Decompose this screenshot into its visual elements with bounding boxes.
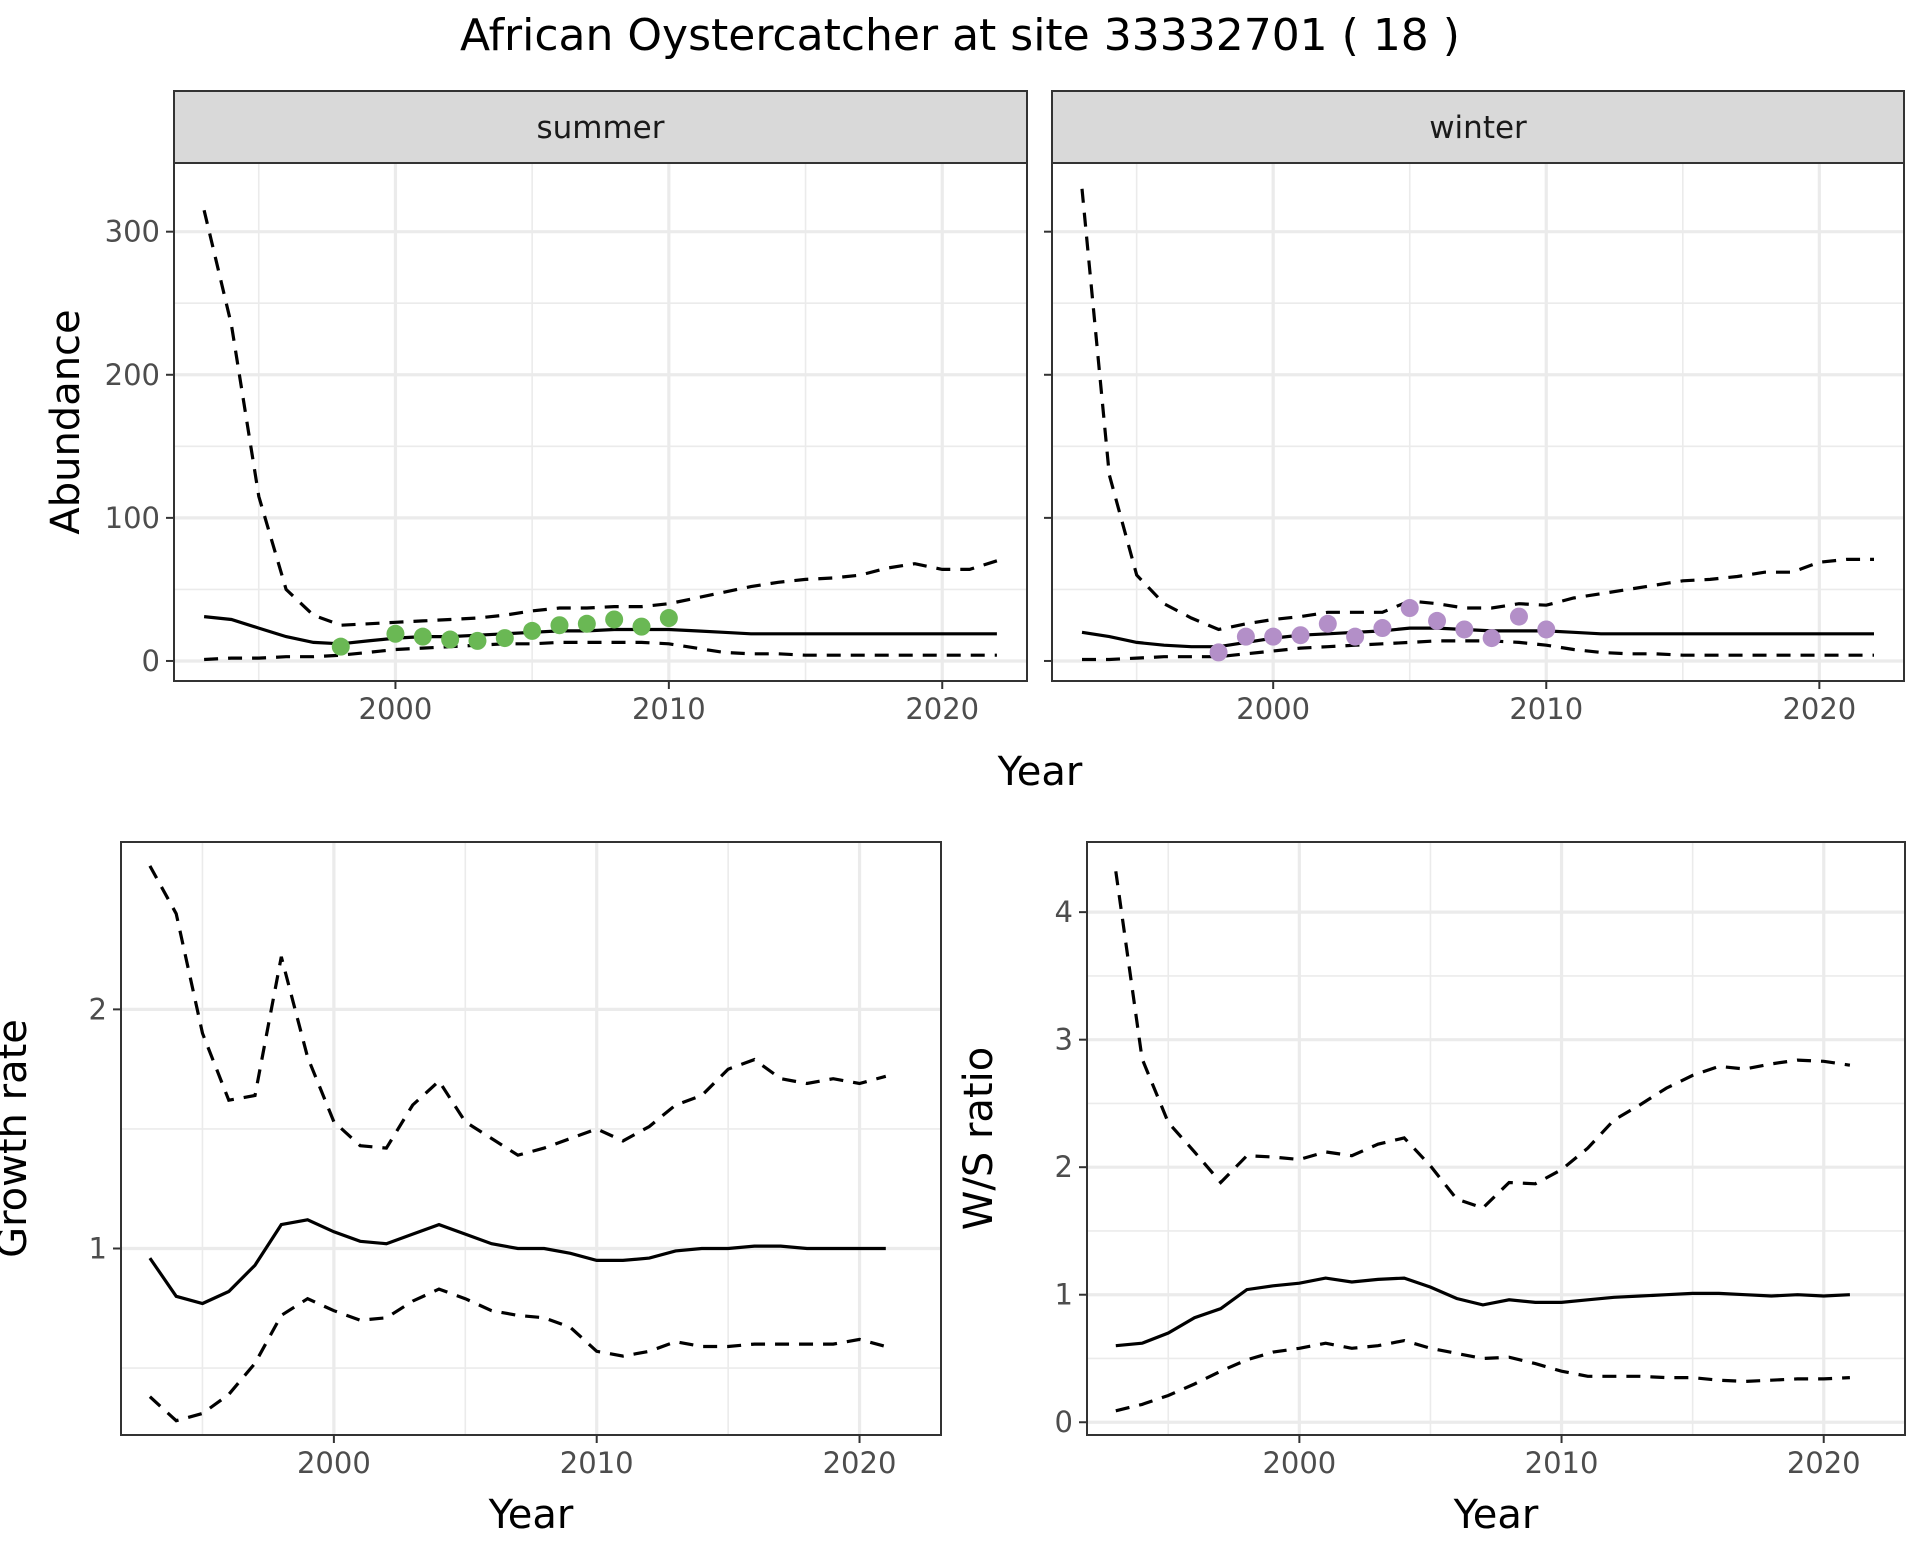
lower-ci-line (148, 1287, 887, 1423)
upper-ci-line (1080, 188, 1874, 632)
count-point (1400, 599, 1419, 618)
panel-background (121, 842, 941, 1435)
count-point (1346, 627, 1365, 646)
count-point (523, 621, 542, 640)
panel-abundance-summer: summer 2000 2010 2020 0 100 200 300 Abundance (43, 90, 1028, 726)
count-point (1318, 614, 1337, 633)
series-group (202, 209, 998, 662)
figure-title: African Oystercatcher at site 33332701 (… (460, 10, 1460, 61)
x-tick-label: 2010 (1525, 1446, 1599, 1480)
y-tick-label: 100 (105, 501, 160, 535)
lower-ci-line (1115, 1338, 1850, 1413)
x-tick-label: 2000 (1262, 1446, 1336, 1480)
panel-border (1086, 841, 1906, 1436)
count-point (632, 617, 651, 636)
abundance-x-axis-title: Year (997, 749, 1083, 795)
x-tick-label: 2000 (1236, 692, 1310, 726)
count-point (495, 629, 514, 648)
y-axis-title: W/S ratio (956, 1047, 1002, 1230)
x-tick-label: 2000 (359, 692, 433, 726)
upper-ci-line (148, 865, 887, 1157)
y-tick-label: 1 (1055, 1278, 1073, 1312)
x-axis-title: Year (1453, 1492, 1539, 1538)
series-group (1114, 871, 1851, 1413)
count-point (1209, 643, 1228, 662)
estimate-line (148, 1218, 886, 1306)
y-axis-title: Growth rate (0, 1019, 36, 1258)
x-tick-label: 2010 (560, 1446, 634, 1480)
lower-ci-line (204, 640, 997, 662)
x-tick-label: 2020 (823, 1446, 897, 1480)
y-tick-label: 1 (89, 1231, 107, 1265)
estimate-line (1115, 1276, 1850, 1348)
y-tick-label: 4 (1055, 895, 1073, 929)
x-tick-label: 2000 (297, 1446, 371, 1480)
y-tick-label: 0 (1055, 1405, 1073, 1439)
count-point (605, 610, 624, 629)
facet-strip-label: summer (536, 110, 664, 146)
y-tick-label: 200 (105, 358, 160, 392)
count-point (441, 630, 460, 649)
count-point (550, 616, 569, 635)
count-point (1236, 627, 1255, 646)
facet-strip (1051, 90, 1905, 164)
panel-abundance-winter: winter 2000 2010 2020 (1044, 90, 1905, 726)
facet-strip (173, 90, 1028, 164)
count-point (1537, 620, 1556, 639)
panel-border (120, 841, 942, 1436)
panel-background (1052, 163, 1904, 681)
panel-background (1087, 842, 1905, 1435)
series-group (148, 865, 887, 1423)
count-point (1373, 619, 1392, 638)
series-group (1080, 188, 1874, 662)
facet-strip-label: winter (1429, 110, 1527, 146)
plots-container: summer 2000 2010 2020 0 100 200 300 Abundance win… (0, 90, 1906, 1538)
y-tick-label: 2 (89, 992, 107, 1026)
count-point (1428, 611, 1447, 630)
x-axis-title: Year (488, 1492, 574, 1538)
y-tick-label: 2 (1055, 1150, 1073, 1184)
count-point (1509, 607, 1528, 626)
count-point (1264, 627, 1283, 646)
count-point (659, 609, 678, 628)
count-point (413, 627, 432, 646)
upper-ci-line (1114, 871, 1851, 1210)
y-tick-label: 3 (1055, 1023, 1073, 1057)
x-tick-label: 2010 (1509, 692, 1583, 726)
count-point (1291, 626, 1310, 645)
panel-ws-ratio: 2000 2010 2020 0 1 2 3 4 W/S ratio Year (956, 841, 1906, 1538)
panel-growth-rate: 2000 2010 2020 1 2 Growth rate Year (0, 841, 942, 1538)
y-axis-title: Abundance (43, 309, 89, 534)
count-point (1482, 629, 1501, 648)
count-point (577, 614, 596, 633)
x-tick-label: 2020 (905, 692, 979, 726)
y-tick-label: 300 (105, 215, 160, 249)
panel-background (174, 163, 1027, 681)
x-tick-label: 2020 (1782, 692, 1856, 726)
y-tick-label: 0 (142, 644, 160, 678)
x-tick-label: 2010 (632, 692, 706, 726)
count-point (468, 631, 487, 650)
x-tick-label: 2020 (1787, 1446, 1861, 1480)
count-point (331, 637, 350, 656)
count-point (1455, 620, 1474, 639)
count-point (386, 624, 405, 643)
